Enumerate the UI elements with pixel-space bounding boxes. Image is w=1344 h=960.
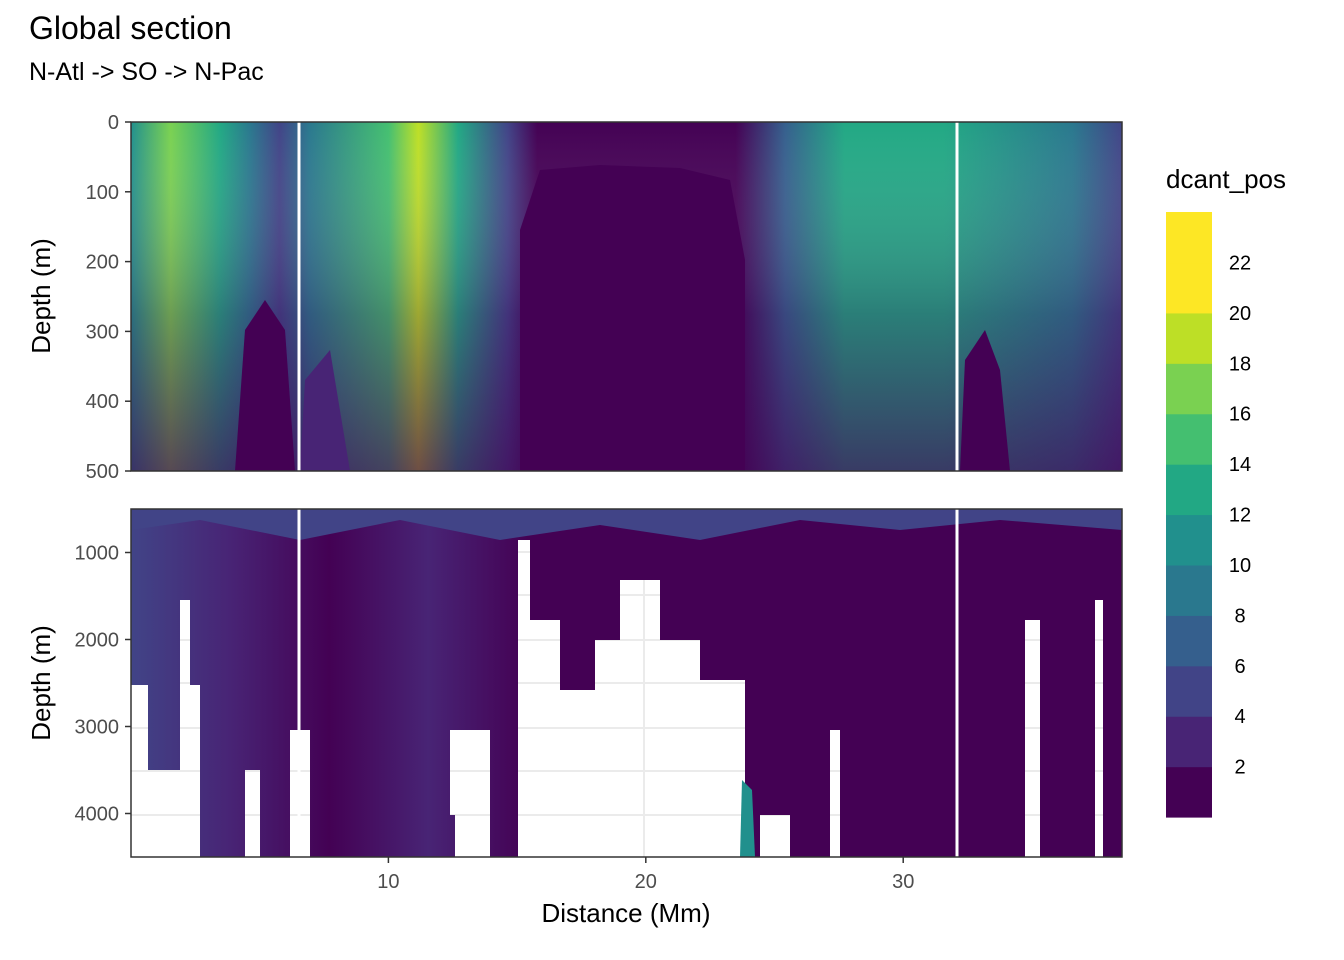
legend-break-label: 16 [1229, 404, 1251, 426]
legend-break-label: 10 [1229, 555, 1251, 577]
legend-color-band [1166, 363, 1212, 415]
y-tick-label: 400 [86, 391, 119, 413]
legend-color-band [1166, 262, 1212, 314]
lower-y-axis: 1000 2000 3000 4000 [75, 543, 131, 826]
lower-y-axis-title: Depth (m) [26, 625, 56, 741]
legend-break-label: 2 [1234, 757, 1245, 779]
y-tick-label: 3000 [75, 717, 120, 739]
chart-subtitle: N-Atl -> SO -> N-Pac [29, 58, 264, 86]
legend-break-label: 20 [1229, 303, 1251, 325]
x-axis-title: Distance (Mm) [541, 898, 710, 928]
legend-break-label: 14 [1229, 454, 1251, 476]
y-tick-label: 100 [86, 182, 119, 204]
legend-color-band [1166, 464, 1212, 516]
legend-break-label: 22 [1229, 252, 1251, 274]
x-tick-label: 20 [635, 871, 657, 893]
legend-color-band [1166, 212, 1212, 264]
upper-y-axis-title: Depth (m) [26, 238, 56, 354]
legend-color-band [1166, 514, 1212, 566]
y-tick-label: 4000 [75, 804, 120, 826]
legend-color-band [1166, 716, 1212, 768]
y-tick-label: 200 [86, 252, 119, 274]
x-axis: 10 20 30 [377, 857, 914, 893]
low-value-region [520, 165, 745, 471]
x-tick-label: 10 [377, 871, 399, 893]
legend-color-band [1166, 766, 1212, 818]
low-value-region [960, 330, 1010, 471]
legend-color-band [1166, 615, 1212, 667]
y-tick-label: 2000 [75, 630, 120, 652]
upper-panel: 0 100 200 300 400 500 [86, 112, 1123, 483]
chart-title: Global section [29, 10, 232, 46]
legend-break-label: 4 [1234, 706, 1245, 728]
high-value-pocket [740, 780, 755, 857]
lower-panel-field [131, 509, 1122, 857]
upper-panel-border [130, 121, 1123, 472]
legend-break-label: 8 [1234, 605, 1245, 627]
low-value-region [235, 300, 295, 471]
legend-break-label: 12 [1229, 505, 1251, 527]
legend-color-band [1166, 312, 1212, 364]
legend-break-label: 6 [1234, 656, 1245, 678]
legend-title: dcant_pos [1166, 164, 1286, 194]
low-value-region [300, 350, 350, 471]
legend-color-band [1166, 665, 1212, 717]
upper-mix-band [131, 509, 1122, 540]
legend-colorbar [1166, 212, 1212, 818]
legend-labels: 2 4 6 8 10 12 14 16 18 20 22 [1229, 252, 1251, 778]
y-tick-label: 500 [86, 461, 119, 483]
y-tick-label: 0 [108, 112, 119, 134]
legend-color-band [1166, 564, 1212, 616]
y-tick-label: 1000 [75, 543, 120, 565]
legend-color-band [1166, 413, 1212, 465]
legend-break-label: 18 [1229, 353, 1251, 375]
lower-panel: 1000 2000 3000 4000 10 20 30 [75, 508, 1123, 893]
y-tick-label: 300 [86, 321, 119, 343]
upper-y-axis: 0 100 200 300 400 500 [86, 112, 131, 483]
x-tick-label: 30 [892, 871, 914, 893]
lower-panel-border [130, 508, 1123, 858]
